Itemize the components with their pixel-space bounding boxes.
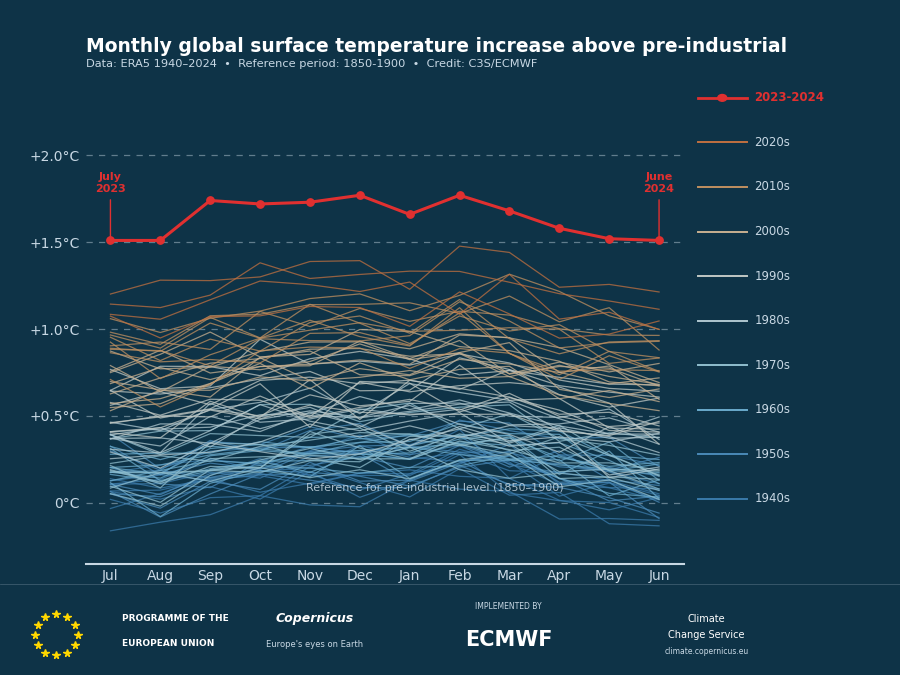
Text: climate.copernicus.eu: climate.copernicus.eu [664, 647, 749, 656]
Point [203, 195, 218, 206]
Text: July
2023: July 2023 [95, 172, 126, 194]
Point [552, 223, 566, 234]
Text: 1960s: 1960s [754, 403, 790, 416]
Text: Copernicus: Copernicus [276, 612, 354, 625]
Text: Europe's eyes on Earth: Europe's eyes on Earth [266, 641, 364, 649]
Point [502, 205, 517, 216]
Point [153, 235, 167, 246]
Text: 1970s: 1970s [754, 358, 790, 372]
Text: Reference for pre-industrial level (1850–1900): Reference for pre-industrial level (1850… [306, 483, 563, 493]
Text: Climate: Climate [688, 614, 725, 624]
Text: ECMWF: ECMWF [464, 630, 553, 651]
Text: PROGRAMME OF THE: PROGRAMME OF THE [122, 614, 229, 623]
Point [602, 234, 616, 244]
Text: 2023-2024: 2023-2024 [754, 91, 824, 105]
Text: Data: ERA5 1940–2024  •  Reference period: 1850-1900  •  Credit: C3S/ECMWF: Data: ERA5 1940–2024 • Reference period:… [86, 59, 537, 70]
Text: 1950s: 1950s [754, 448, 790, 461]
Text: 2000s: 2000s [754, 225, 790, 238]
Point [302, 197, 317, 208]
Point [402, 209, 417, 220]
Text: 1990s: 1990s [754, 269, 790, 283]
Point [652, 235, 666, 246]
Point [253, 198, 267, 209]
Text: 1940s: 1940s [754, 492, 790, 506]
Point [353, 190, 367, 200]
Text: 2020s: 2020s [754, 136, 790, 149]
Point [453, 190, 467, 200]
Point [104, 235, 118, 246]
Text: EUROPEAN UNION: EUROPEAN UNION [122, 639, 214, 647]
Text: Change Service: Change Service [668, 630, 745, 640]
Text: Monthly global surface temperature increase above pre-industrial: Monthly global surface temperature incre… [86, 37, 787, 56]
Text: 2010s: 2010s [754, 180, 790, 194]
Text: 1980s: 1980s [754, 314, 790, 327]
Text: IMPLEMENTED BY: IMPLEMENTED BY [475, 602, 542, 611]
Text: June
2024: June 2024 [644, 172, 675, 194]
